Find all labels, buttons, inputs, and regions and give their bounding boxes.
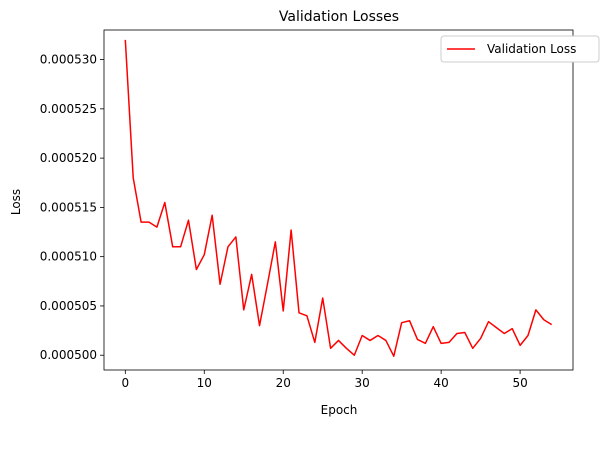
x-tick-label: 10 (197, 376, 212, 390)
legend-label: Validation Loss (487, 42, 576, 56)
y-axis-label: Loss (9, 189, 23, 215)
x-tick-label: 50 (512, 376, 527, 390)
x-tick-label: 20 (276, 376, 291, 390)
y-tick-label: 0.000500 (40, 348, 97, 362)
plot-area (103, 29, 574, 371)
legend: Validation Loss (440, 35, 600, 63)
y-tick-label: 0.000525 (40, 102, 97, 116)
y-tick-label: 0.000505 (40, 299, 97, 313)
y-tick-label: 0.000520 (40, 151, 97, 165)
legend-box (440, 35, 600, 63)
y-tick-label: 0.000530 (40, 53, 97, 67)
chart-title: Validation Losses (279, 9, 399, 25)
x-axis-label: Epoch (321, 403, 358, 417)
x-tick-label: 40 (434, 376, 449, 390)
x-axis: 0 10 20 30 40 50 (121, 370, 528, 390)
y-tick-label: 0.000510 (40, 250, 97, 264)
y-tick-label: 0.000515 (40, 200, 97, 214)
series-line-validation-loss (124, 39, 553, 357)
x-tick-label: 0 (121, 376, 129, 390)
y-axis: 0.000500 0.000505 0.000510 0.000515 0.000520… (40, 53, 104, 362)
x-tick-label: 30 (355, 376, 370, 390)
plot-frame (103, 29, 574, 371)
